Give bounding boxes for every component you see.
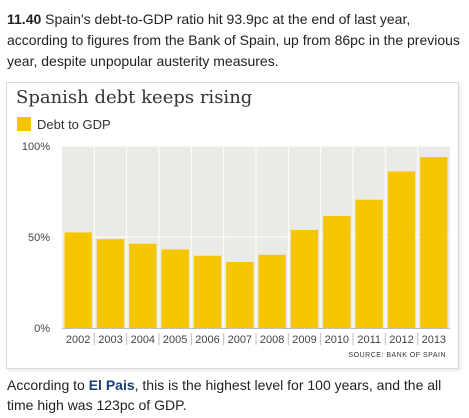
x-tick-label: 2005 [163,334,187,346]
bar-chart: 0% 50% 100% 2002 2003 2004 2005 2006 2007 2008 200… [22,141,450,346]
bar-2003 [96,239,125,328]
x-tick-label: 2003 [98,334,122,346]
bar-2013 [420,157,448,328]
legend-label: Debt to GDP [37,116,111,132]
x-tick-label: 2007 [228,334,252,346]
intro-text: Spain's debt-to-GDP ratio hit 93.9pc at … [7,11,460,69]
bar-2007 [226,261,254,328]
x-tick-label: 2013 [422,334,446,346]
x-tick-label: 2004 [131,334,155,346]
chart-legend: Debt to GDP [17,116,111,132]
x-tick-label: 2011 [357,334,381,346]
bar-2009 [290,229,319,328]
bar-2005 [161,249,189,328]
outro-paragraph: According to El Pais, this is the highes… [7,375,462,415]
intro-paragraph: 11.40 Spain's debt-to-GDP ratio hit 93.9… [7,9,462,72]
bar-2004 [129,243,157,328]
y-tick-label: 0% [34,323,50,335]
bar-2002 [64,232,92,328]
bar-2012 [387,171,416,328]
timestamp: 11.40 [7,11,42,27]
outro-text-after: , this is the highest level for 100 year… [7,377,442,413]
x-tick-label: 2009 [292,334,316,346]
chart-source: SOURCE: BANK OF SPAIN [348,352,446,359]
x-tick-label: 2002 [66,334,90,346]
outro-text-before: According to [7,377,89,393]
y-tick-label: 100% [22,141,50,153]
bar-2006 [193,255,222,328]
x-tick-label: 2010 [325,334,349,346]
el-pais-link[interactable]: El Pais [88,377,135,393]
x-tick-label: 2008 [260,334,284,346]
bar-2011 [355,199,383,328]
y-tick-label: 50% [28,232,50,244]
legend-swatch [17,117,31,131]
chart-card: Spanish debt keeps rising Debt to GDP 0%… [6,82,459,369]
bar-2008 [258,254,286,328]
x-tick-label: 2006 [195,334,219,346]
bar-2010 [323,216,351,328]
chart-title: Spanish debt keeps rising [16,87,253,108]
x-tick-label: 2012 [389,334,413,346]
